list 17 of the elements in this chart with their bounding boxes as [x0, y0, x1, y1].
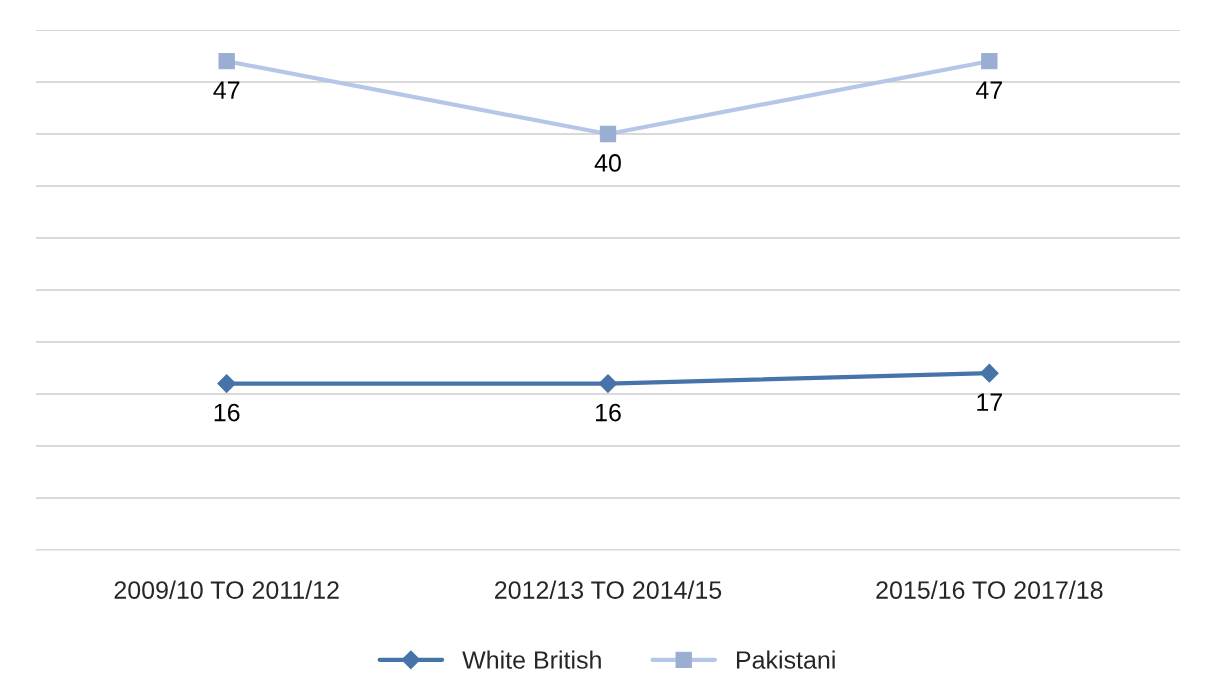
point: [217, 374, 237, 393]
data-label: 16: [596, 403, 621, 422]
data-label: 40: [594, 154, 621, 172]
data-label: 47: [213, 81, 240, 99]
legend-label: Pakistani: [736, 650, 835, 669]
point: [981, 53, 998, 70]
x-tick-label: 2009/10 TO 2011/12: [114, 580, 339, 599]
data-label: 16: [214, 403, 240, 422]
x-tick-label: 2012/13 TO 2014/15: [495, 580, 722, 599]
data-label: 47: [976, 81, 1002, 99]
legend-label: White British: [462, 650, 601, 669]
point: [598, 374, 618, 393]
data-label: 17: [977, 393, 1002, 411]
point: [218, 53, 235, 70]
point: [599, 125, 617, 143]
point: [979, 363, 999, 383]
x-tick-label: 2015/16 TO 2017/18: [876, 580, 1103, 599]
